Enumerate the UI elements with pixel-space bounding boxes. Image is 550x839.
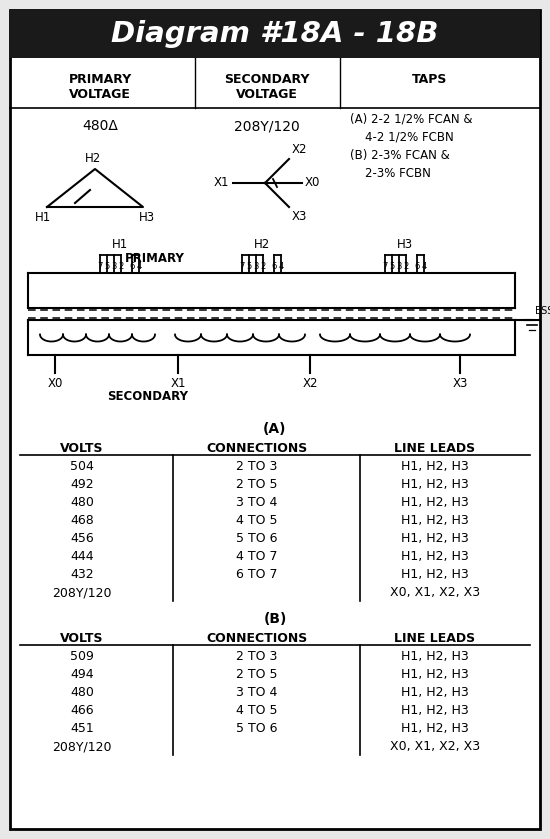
Text: H1, H2, H3: H1, H2, H3 [401, 686, 469, 699]
Text: 444: 444 [70, 550, 94, 563]
Text: 6: 6 [414, 262, 420, 271]
Bar [10, 10, 540, 58]
Text: 2 TO 5: 2 TO 5 [236, 478, 278, 491]
Text: X1: X1 [170, 377, 186, 390]
Text: H1, H2, H3: H1, H2, H3 [401, 568, 469, 581]
Text: LINE LEADS: LINE LEADS [394, 632, 476, 645]
Text: 4 TO 5: 4 TO 5 [236, 514, 278, 527]
Text: 208Y/120: 208Y/120 [234, 119, 300, 133]
Text: 7: 7 [382, 262, 388, 271]
Text: 456: 456 [70, 532, 94, 545]
Text: 7: 7 [239, 262, 245, 271]
Text: 492: 492 [70, 478, 94, 491]
Text: 504: 504 [70, 460, 94, 473]
Text: H1: H1 [35, 211, 51, 224]
Text: (B): (B) [263, 612, 287, 626]
Text: 480: 480 [70, 686, 94, 699]
Text: LINE LEADS: LINE LEADS [394, 442, 476, 455]
Text: 5 TO 6: 5 TO 6 [236, 532, 278, 545]
Text: 208Y/120: 208Y/120 [52, 740, 112, 753]
Text: H1, H2, H3: H1, H2, H3 [401, 478, 469, 491]
Text: X0: X0 [47, 377, 63, 390]
Text: 208Y/120: 208Y/120 [52, 586, 112, 599]
Text: 2: 2 [118, 262, 124, 271]
Text: H1, H2, H3: H1, H2, H3 [401, 650, 469, 663]
Text: H2: H2 [254, 238, 270, 251]
Text: (A) 2-2 1/2% FCAN &
    4-2 1/2% FCBN
(B) 2-3% FCAN &
    2-3% FCBN: (A) 2-2 1/2% FCAN & 4-2 1/2% FCBN (B) 2-… [350, 113, 472, 180]
Text: X0: X0 [305, 175, 320, 189]
Text: 3: 3 [111, 262, 117, 271]
Text: PRIMARY: PRIMARY [125, 252, 185, 264]
Text: 7: 7 [97, 262, 103, 271]
Text: 468: 468 [70, 514, 94, 527]
Text: 432: 432 [70, 568, 94, 581]
Text: X3: X3 [292, 210, 307, 223]
Text: H1, H2, H3: H1, H2, H3 [401, 704, 469, 717]
Text: H1: H1 [112, 238, 128, 251]
Text: PRIMARY
VOLTAGE: PRIMARY VOLTAGE [68, 73, 131, 101]
Text: 4 TO 7: 4 TO 7 [236, 550, 278, 563]
Text: SECONDARY
VOLTAGE: SECONDARY VOLTAGE [224, 73, 310, 101]
Text: X0, X1, X2, X3: X0, X1, X2, X3 [390, 740, 480, 753]
Text: H1, H2, H3: H1, H2, H3 [401, 668, 469, 681]
Text: TAPS: TAPS [412, 73, 448, 86]
Text: 4: 4 [278, 262, 284, 271]
Text: 5: 5 [246, 262, 252, 271]
Text: 2 TO 3: 2 TO 3 [236, 460, 278, 473]
Text: ESS: ESS [535, 306, 550, 316]
Text: 5 TO 6: 5 TO 6 [236, 722, 278, 735]
Text: H1, H2, H3: H1, H2, H3 [401, 550, 469, 563]
Text: X2: X2 [292, 143, 307, 156]
Text: H1, H2, H3: H1, H2, H3 [401, 722, 469, 735]
Text: 6 TO 7: 6 TO 7 [236, 568, 278, 581]
Text: X1: X1 [213, 175, 229, 189]
Text: X0, X1, X2, X3: X0, X1, X2, X3 [390, 586, 480, 599]
Text: 480: 480 [70, 496, 94, 509]
Text: H2: H2 [85, 152, 101, 165]
Text: VOLTS: VOLTS [60, 632, 104, 645]
Text: H1, H2, H3: H1, H2, H3 [401, 460, 469, 473]
Text: 4: 4 [421, 262, 427, 271]
Text: H1, H2, H3: H1, H2, H3 [401, 514, 469, 527]
Text: 480Δ: 480Δ [82, 119, 118, 133]
Text: X3: X3 [452, 377, 468, 390]
Text: CONNECTIONS: CONNECTIONS [206, 632, 307, 645]
Text: 5: 5 [104, 262, 109, 271]
Text: H3: H3 [397, 238, 413, 251]
Text: 451: 451 [70, 722, 94, 735]
Text: SECONDARY: SECONDARY [107, 390, 189, 404]
Text: 3: 3 [254, 262, 258, 271]
Text: 494: 494 [70, 668, 94, 681]
Text: 509: 509 [70, 650, 94, 663]
Text: 2 TO 5: 2 TO 5 [236, 668, 278, 681]
Text: 3 TO 4: 3 TO 4 [236, 686, 278, 699]
Text: X2: X2 [302, 377, 318, 390]
Text: H1, H2, H3: H1, H2, H3 [401, 496, 469, 509]
Text: 2: 2 [403, 262, 409, 271]
Text: CONNECTIONS: CONNECTIONS [206, 442, 307, 455]
Text: H1, H2, H3: H1, H2, H3 [401, 532, 469, 545]
Text: VOLTS: VOLTS [60, 442, 104, 455]
Text: 2: 2 [260, 262, 266, 271]
Text: 6: 6 [271, 262, 277, 271]
Text: 3 TO 4: 3 TO 4 [236, 496, 278, 509]
Text: (A): (A) [263, 422, 287, 436]
Text: 2 TO 3: 2 TO 3 [236, 650, 278, 663]
Text: H3: H3 [139, 211, 155, 224]
Text: 4: 4 [136, 262, 142, 271]
Text: 4 TO 5: 4 TO 5 [236, 704, 278, 717]
Text: 6: 6 [129, 262, 135, 271]
Text: 466: 466 [70, 704, 94, 717]
Text: Diagram #18A - 18B: Diagram #18A - 18B [111, 20, 439, 48]
Text: 5: 5 [389, 262, 395, 271]
Text: 3: 3 [397, 262, 402, 271]
